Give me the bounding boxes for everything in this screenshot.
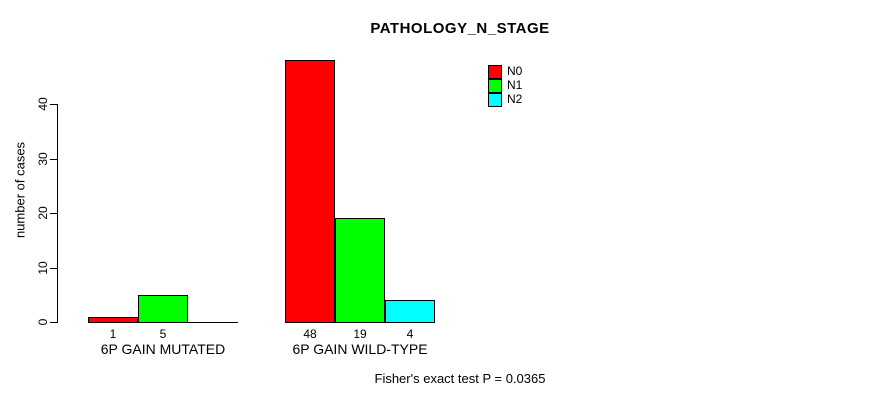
- chart-title: PATHOLOGY_N_STAGE: [370, 20, 550, 37]
- legend: N0 N1 N2: [488, 64, 523, 107]
- legend-item-n1: N1: [488, 78, 523, 93]
- legend-label: N1: [507, 78, 523, 92]
- bar-n2: [385, 300, 435, 323]
- bar-n0: [88, 317, 138, 323]
- legend-label: N2: [507, 92, 523, 106]
- stat-test-annotation: Fisher's exact test P = 0.0365: [374, 371, 546, 386]
- y-tick-label: 40: [36, 97, 50, 111]
- y-axis-line: [57, 104, 58, 323]
- bar-n2-zero: [188, 322, 238, 323]
- legend-swatch-icon: [488, 92, 502, 107]
- category-label: 6P GAIN WILD-TYPE: [292, 341, 428, 357]
- y-tick-mark: [50, 267, 57, 269]
- y-tick-mark: [50, 213, 57, 214]
- bar-n1: [335, 218, 385, 323]
- legend-item-n2: N2: [488, 92, 523, 107]
- bar-value-label: 1: [109, 327, 117, 341]
- bar-n0: [285, 60, 335, 323]
- legend-label: N0: [507, 64, 523, 78]
- y-axis-label: number of cases: [12, 141, 28, 239]
- y-tick-label: 30: [36, 151, 50, 166]
- category-label: 6P GAIN MUTATED: [100, 341, 226, 357]
- legend-swatch-icon: [488, 64, 502, 79]
- bar-value-label: 48: [303, 327, 317, 341]
- y-tick-mark: [50, 104, 57, 105]
- legend-item-n0: N0: [488, 64, 523, 79]
- y-tick-mark: [50, 158, 57, 160]
- y-tick-label: 10: [36, 260, 50, 275]
- bar-value-label: 19: [353, 327, 367, 341]
- y-tick-label: 20: [36, 206, 50, 220]
- bar-value-label: 4: [406, 327, 414, 341]
- y-tick-mark: [50, 322, 57, 323]
- bar-n1: [138, 295, 188, 323]
- legend-swatch-icon: [488, 78, 502, 93]
- bar-value-label: 5: [159, 327, 167, 341]
- y-tick-label: 0: [36, 318, 50, 326]
